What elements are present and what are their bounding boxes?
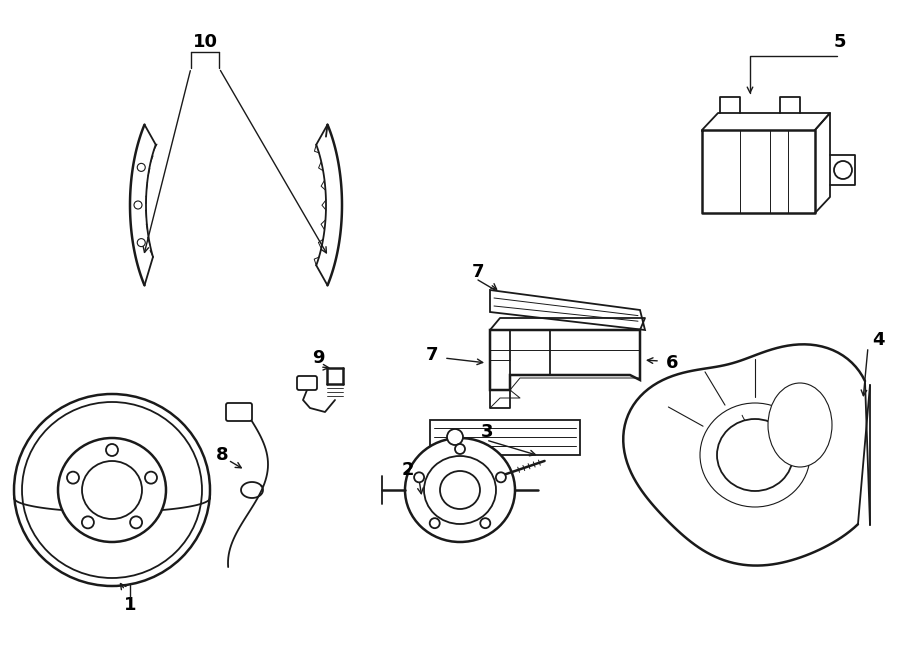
Ellipse shape (58, 438, 166, 542)
Text: 3: 3 (481, 423, 493, 441)
Circle shape (134, 201, 142, 209)
Text: 10: 10 (193, 33, 218, 51)
Circle shape (496, 473, 506, 483)
Text: 7: 7 (426, 346, 438, 364)
Text: 1: 1 (124, 596, 136, 614)
Ellipse shape (768, 383, 832, 467)
Ellipse shape (424, 456, 496, 524)
Text: 2: 2 (401, 461, 414, 479)
FancyBboxPatch shape (226, 403, 252, 421)
Polygon shape (490, 330, 640, 390)
Ellipse shape (14, 394, 210, 586)
Text: 9: 9 (311, 349, 324, 367)
Text: 6: 6 (666, 354, 679, 372)
Circle shape (106, 444, 118, 456)
Circle shape (455, 444, 465, 454)
Ellipse shape (82, 461, 142, 519)
Circle shape (834, 161, 852, 179)
Ellipse shape (405, 438, 515, 542)
Circle shape (138, 163, 145, 171)
Circle shape (414, 473, 424, 483)
Circle shape (130, 516, 142, 528)
Text: 8: 8 (216, 446, 229, 464)
Circle shape (447, 429, 463, 445)
Circle shape (82, 516, 94, 528)
Text: 5: 5 (833, 33, 846, 51)
Polygon shape (490, 290, 645, 330)
Text: 4: 4 (872, 331, 884, 349)
Circle shape (429, 518, 440, 528)
Circle shape (67, 472, 79, 484)
Circle shape (481, 518, 491, 528)
Text: 7: 7 (472, 263, 484, 281)
Circle shape (145, 472, 157, 484)
Ellipse shape (717, 419, 793, 491)
Ellipse shape (440, 471, 480, 509)
Polygon shape (430, 420, 580, 455)
FancyBboxPatch shape (297, 376, 317, 390)
Circle shape (138, 239, 145, 247)
